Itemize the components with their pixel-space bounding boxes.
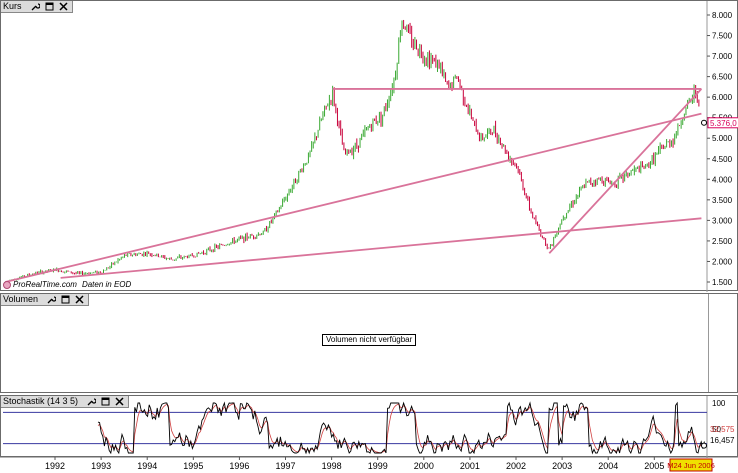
date-axis: 1992 1993 1994 1995 1996 1997 1998 1999 2000 2001… bbox=[0, 457, 738, 472]
maximize-icon[interactable] bbox=[45, 2, 54, 11]
date-tick-label: 2000 bbox=[414, 461, 434, 471]
price-candles bbox=[9, 19, 700, 281]
brand-logo-icon bbox=[3, 280, 11, 289]
price-tick-label: 4.000 bbox=[712, 175, 733, 184]
date-tick-label: 1997 bbox=[275, 461, 295, 471]
date-tick-label: 1992 bbox=[45, 461, 65, 471]
price-chart[interactable]: 8.0007.5007.0006.5006.0005.5005.0004.500… bbox=[1, 1, 738, 292]
date-tick-label: 1999 bbox=[368, 461, 388, 471]
stoch-tick-label: 50 bbox=[712, 425, 721, 434]
volume-panel-title-bar: Volumen bbox=[1, 294, 90, 306]
stoch-main-value: 16,457 bbox=[710, 436, 735, 445]
date-tick-label: 2001 bbox=[460, 461, 480, 471]
date-tick-label: 1996 bbox=[229, 461, 249, 471]
price-tick-label: 6.000 bbox=[712, 93, 733, 102]
close-icon[interactable] bbox=[58, 2, 68, 11]
price-tick-label: 6.500 bbox=[712, 73, 733, 82]
current-date-badge bbox=[669, 458, 713, 472]
panel-title: Kurs bbox=[3, 1, 22, 11]
price-tick-label: 3.000 bbox=[712, 216, 733, 225]
date-tick-label: 1994 bbox=[137, 461, 157, 471]
stochastic-panel-title-bar: Stochastik (14 3 5) bbox=[1, 396, 130, 408]
close-icon[interactable] bbox=[75, 295, 84, 304]
panel-title: Volumen bbox=[3, 294, 39, 304]
price-tick-label: 2.000 bbox=[712, 257, 733, 266]
price-tick-label: 7.000 bbox=[712, 52, 733, 61]
date-tick-label: 2003 bbox=[552, 461, 572, 471]
date-tick-label: 2002 bbox=[506, 461, 526, 471]
price-tick-label: 5.000 bbox=[712, 134, 733, 143]
watermark-source: Daten in EOD bbox=[81, 280, 132, 289]
price-tick-label: 1.500 bbox=[712, 278, 733, 287]
stoch-main-line bbox=[97, 401, 705, 455]
date-tick-label: 2004 bbox=[598, 461, 618, 471]
trendline bbox=[60, 217, 702, 279]
maximize-icon[interactable] bbox=[61, 295, 70, 304]
stochastic-panel: Stochastik (14 3 5) 100 50 32,575 16,457 bbox=[0, 395, 738, 458]
stoch-signal-value: 32,575 bbox=[710, 425, 735, 434]
stoch-tick-label: 100 bbox=[712, 399, 726, 408]
chart-watermark: ProRealTime.com Daten in EOD bbox=[3, 280, 131, 289]
date-tick-label: 1998 bbox=[322, 461, 342, 471]
price-tick-label: 7.500 bbox=[712, 32, 733, 41]
price-tick-label: 3.500 bbox=[712, 196, 733, 205]
panel-title: Stochastik (14 3 5) bbox=[3, 396, 79, 406]
maximize-icon[interactable] bbox=[101, 397, 110, 406]
close-icon[interactable] bbox=[115, 397, 124, 406]
current-price-label: 5.376,0 bbox=[710, 119, 737, 128]
date-tick-label: 1993 bbox=[91, 461, 111, 471]
wrench-icon[interactable] bbox=[87, 397, 97, 406]
price-panel-title-bar: Kurs bbox=[1, 1, 73, 13]
watermark-brand: ProRealTime.com bbox=[13, 280, 77, 289]
volume-axis-divider bbox=[708, 294, 709, 392]
wrench-icon[interactable] bbox=[47, 295, 57, 304]
price-panel: Kurs 8.0007.5007.0006.5006.0005.5005.000… bbox=[0, 0, 738, 292]
date-tick-label: 1995 bbox=[183, 461, 203, 471]
stoch-signal-line bbox=[97, 403, 705, 454]
date-tick-label: 2005 bbox=[644, 461, 664, 471]
trendline bbox=[5, 112, 702, 283]
current-date-label: M24 Jun 2006 bbox=[667, 461, 715, 470]
current-price-box bbox=[707, 117, 738, 129]
price-tick-label: 2.500 bbox=[712, 237, 733, 246]
wrench-icon[interactable] bbox=[31, 2, 40, 11]
stoch-current-marker bbox=[701, 442, 707, 449]
volume-unavailable-message: Volumen nicht verfügbar bbox=[322, 334, 417, 346]
price-tick-label: 4.500 bbox=[712, 155, 733, 164]
trendline bbox=[548, 88, 703, 254]
current-price-marker bbox=[701, 119, 707, 126]
price-tick-label: 8.000 bbox=[712, 11, 733, 20]
